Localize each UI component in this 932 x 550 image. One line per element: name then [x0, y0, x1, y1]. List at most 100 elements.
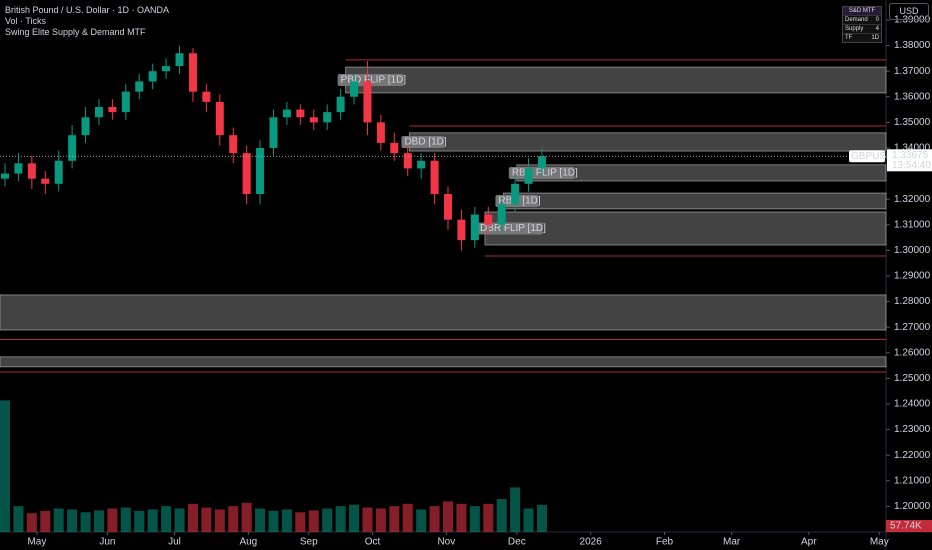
volume-bar: [402, 503, 413, 532]
volume-bar: [40, 510, 51, 532]
candle-body: [14, 163, 23, 174]
y-tick-label: 1.31000: [894, 219, 931, 230]
volume-bar: [523, 508, 534, 532]
symbol-tag-bg: [849, 150, 885, 163]
volume-bar: [389, 506, 400, 532]
mtf-table: S&D MTF Demand 0 Supply 4 TF 1D: [842, 6, 882, 43]
volume-bar: [53, 508, 64, 532]
y-tick-label: 1.39000: [894, 15, 931, 26]
y-tick-label: 1.36000: [894, 91, 931, 102]
volume-bar: [281, 509, 292, 532]
table-title: S&D MTF: [843, 7, 881, 15]
candle-body: [108, 107, 117, 113]
volume-bar: [295, 512, 306, 532]
volume-bar: [483, 503, 494, 532]
volume-bar: [536, 504, 547, 532]
candle-body: [444, 194, 452, 220]
currency-button[interactable]: USD: [889, 3, 929, 20]
y-tick-label: 1.23000: [894, 424, 931, 435]
candle-body: [162, 66, 171, 72]
y-tick-label: 1.26000: [894, 347, 931, 358]
candle-body: [390, 142, 399, 154]
table-cell: TF: [845, 35, 853, 41]
supply-demand-zone: [0, 356, 887, 368]
candle-body: [94, 107, 103, 118]
volume-bar: [67, 509, 78, 532]
volume-title: Vol · Ticks: [5, 16, 47, 26]
candle-body: [148, 71, 157, 82]
x-tick-label: Sep: [300, 537, 318, 548]
x-tick-label: Apr: [801, 537, 817, 548]
table-cell: Supply: [845, 26, 864, 32]
candle-body: [417, 160, 426, 169]
x-tick-label: Oct: [365, 537, 381, 548]
volume-bar: [416, 509, 427, 532]
volume-bar: [120, 507, 131, 532]
candle-body: [68, 135, 77, 161]
symbol-tag: GBPUSD: [851, 151, 893, 162]
volume-bar: [255, 508, 266, 532]
zone-label: RBR FLIP [1D]: [512, 168, 578, 179]
candle-body: [188, 53, 197, 92]
volume-bar: [161, 506, 172, 532]
candle-body: [175, 53, 184, 67]
zone-label: DBD [1D]: [404, 137, 446, 148]
candle-body: [484, 214, 493, 225]
volume-bar: [0, 400, 10, 532]
candle-body: [350, 81, 359, 97]
candle-body: [54, 160, 63, 184]
volume-bar: [13, 506, 24, 532]
countdown: 13:54:40: [892, 160, 931, 171]
y-tick-label: 1.25000: [894, 373, 931, 384]
x-tick-label: Dec: [508, 537, 526, 548]
volume-bar: [93, 510, 104, 532]
y-tick-label: 1.32000: [894, 194, 931, 205]
y-tick-label: 1.22000: [894, 450, 931, 461]
volume-bar: [147, 509, 158, 532]
candle-body: [309, 117, 318, 123]
supply-demand-zone: [409, 132, 887, 152]
volume-bar: [134, 510, 145, 532]
candle-body: [363, 81, 372, 123]
x-tick-label: May: [27, 537, 46, 548]
candle-body: [470, 214, 479, 241]
zone-label: RBR [1D]: [498, 196, 540, 207]
supply-demand-zone: [503, 192, 887, 210]
x-tick-label: May: [870, 537, 889, 548]
zone-label-bg: [476, 222, 543, 235]
volume-bar: [268, 510, 279, 532]
indicator-title: Swing Elite Supply & Demand MTF: [5, 27, 146, 37]
supply-demand-zone: [0, 294, 887, 331]
supply-demand-zone: [345, 66, 887, 94]
candle-body: [511, 183, 520, 205]
volume-bar: [456, 503, 467, 532]
x-tick-label: Feb: [656, 537, 674, 548]
volume-bar: [429, 506, 440, 532]
candle-body: [336, 96, 345, 113]
candle-body: [215, 101, 224, 136]
candle-body: [524, 168, 533, 184]
price-tag-bg: [887, 149, 932, 172]
y-tick-label: 1.30000: [894, 245, 931, 256]
candle-body: [256, 147, 265, 195]
volume-bar: [322, 508, 333, 532]
y-tick-label: 1.20000: [894, 501, 931, 512]
x-tick-label: 2026: [580, 537, 603, 548]
volume-bar: [362, 507, 373, 532]
x-tick-label: Nov: [437, 537, 455, 548]
candle-body: [269, 117, 278, 148]
table-cell: Demand: [845, 17, 868, 23]
table-cell: 4: [875, 26, 879, 32]
candle-body: [457, 219, 466, 241]
candle-body: [296, 109, 305, 118]
volume-bar: [443, 501, 453, 532]
table-row: TF 1D: [843, 33, 881, 42]
volume-bar: [349, 504, 360, 532]
volume-bar: [26, 513, 37, 532]
symbol-title: British Pound / U.S. Dollar · 1D · OANDA: [5, 5, 170, 15]
candle-body: [81, 117, 90, 136]
candle-body: [323, 112, 332, 123]
x-tick-label: Jul: [168, 537, 181, 548]
